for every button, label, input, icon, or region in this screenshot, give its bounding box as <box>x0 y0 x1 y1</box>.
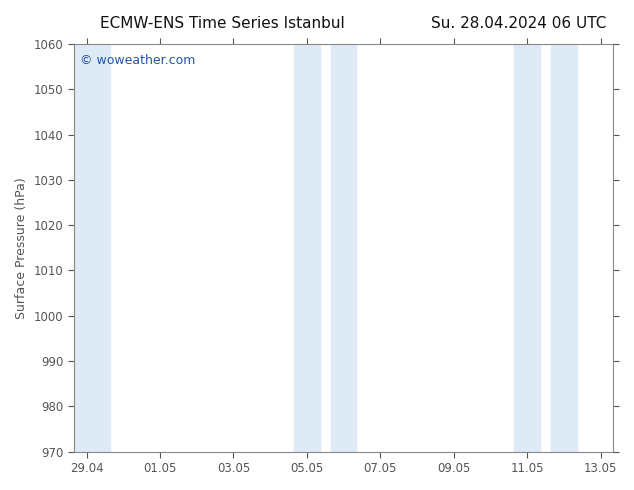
Y-axis label: Surface Pressure (hPa): Surface Pressure (hPa) <box>15 177 28 318</box>
Bar <box>514 44 540 452</box>
Text: © woweather.com: © woweather.com <box>80 54 195 67</box>
Text: Su. 28.04.2024 06 UTC: Su. 28.04.2024 06 UTC <box>431 16 607 31</box>
Bar <box>551 44 577 452</box>
Bar <box>331 44 356 452</box>
Bar <box>294 44 320 452</box>
Text: ECMW-ENS Time Series Istanbul: ECMW-ENS Time Series Istanbul <box>100 16 344 31</box>
Bar <box>74 44 110 452</box>
